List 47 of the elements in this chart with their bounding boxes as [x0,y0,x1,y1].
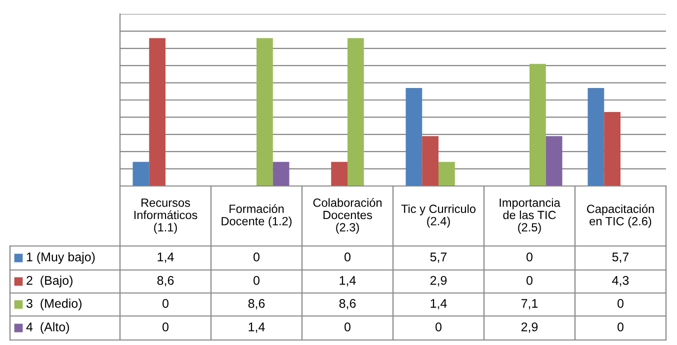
bar [348,38,364,186]
bar [149,38,166,186]
x-tick-label: Recursos Informáticos (1.1) [134,198,198,234]
legend-label: 3 (Medio) [26,298,82,310]
data-label: 0 [526,276,532,285]
legend-label: 4 (Alto) [26,322,69,334]
data-label: 5,7 [612,252,629,263]
data-label: 0 [254,252,260,262]
bar [272,162,290,186]
data-label: 0 [162,299,168,308]
bar [530,64,546,186]
bar [438,162,455,186]
data-label: 0 [162,322,168,332]
bar [331,162,348,186]
data-label: 0 [526,252,532,262]
data-label: 7,1 [521,299,538,310]
bar [546,136,562,186]
data-label: 0 [254,276,260,285]
data-label: 8,6 [248,299,265,310]
data-label: 1,4 [430,299,447,310]
x-tick-label: Importancia de las TIC (2.5) [500,198,560,234]
data-label: 0 [344,252,350,262]
data-label: 0 [344,322,350,332]
bar [588,88,604,186]
x-tick-label: Tic y Curriculo (2.4) [401,204,476,228]
data-label: 8,6 [157,276,174,286]
data-label: 1,4 [158,252,174,263]
bar [422,136,438,186]
data-label: 0 [618,299,624,308]
bar [256,38,273,186]
data-label: 5,7 [430,252,447,263]
x-tick-label: Capacitación en TIC (2.6) [586,204,654,228]
data-label: 1,4 [340,276,356,286]
bar [604,112,620,186]
legend-label: 1 (Muy bajo) [26,252,95,264]
x-tick-label: Colaboración Docentes (2.3) [313,198,382,234]
legend-label: 2 (Bajo) [26,276,72,288]
data-label: 4,3 [612,276,629,286]
data-label: 8,6 [339,299,356,310]
bar [132,162,150,186]
data-label: 2,9 [521,322,538,333]
bar [406,88,422,186]
x-tick-label: Formación Docente (1.2) [222,204,292,228]
data-label: 2,9 [430,276,447,286]
data-label: 1,4 [248,322,265,333]
data-label: 0 [436,322,442,332]
data-label: 0 [618,322,624,332]
